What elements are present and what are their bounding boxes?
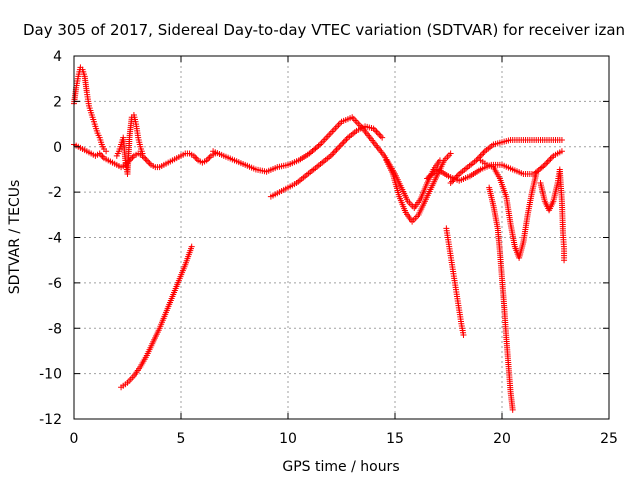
data-point — [561, 257, 568, 264]
y-tick-label: -10 — [39, 367, 62, 383]
y-tick-label: -12 — [39, 412, 62, 428]
data-point — [558, 136, 565, 143]
series-arc-evening-dip-1 — [383, 150, 454, 225]
data-point — [145, 158, 152, 165]
chart-title: Day 305 of 2017, Sidereal Day-to-day VTE… — [23, 21, 625, 39]
data-point — [376, 131, 383, 138]
data-point — [548, 154, 555, 161]
x-tick-label: 10 — [279, 431, 297, 447]
x-tick-label: 20 — [493, 431, 511, 447]
data-point — [374, 130, 381, 137]
data-point — [479, 151, 486, 158]
y-tick-label: -8 — [48, 321, 62, 337]
series-arc-late-baseline — [447, 136, 565, 187]
data-point — [558, 148, 565, 155]
y-tick-label: 4 — [53, 49, 62, 65]
data-point — [480, 149, 487, 156]
series-arc-linear-rise — [118, 243, 195, 391]
data-point — [543, 160, 550, 167]
series-arc-steep-20 — [486, 184, 516, 413]
series-arc-end — [537, 166, 568, 264]
series-arc-baseline-early — [71, 141, 219, 171]
data-point — [373, 128, 380, 135]
data-point — [343, 136, 350, 143]
data-points — [71, 64, 568, 413]
data-point — [332, 148, 339, 155]
data-point — [547, 155, 554, 162]
data-point — [337, 142, 344, 149]
x-axis-label: GPS time / hours — [282, 459, 399, 475]
data-point — [143, 157, 150, 164]
data-point — [98, 152, 105, 159]
data-point — [333, 146, 340, 153]
data-point — [142, 155, 149, 162]
data-point — [477, 152, 484, 159]
data-point — [460, 332, 467, 339]
data-point — [103, 148, 110, 155]
data-point — [340, 139, 347, 146]
data-point — [336, 143, 343, 150]
data-point — [192, 154, 199, 161]
series-arc-late-dip — [477, 157, 540, 261]
series-arc-bump-2-5 — [113, 111, 146, 177]
data-point — [544, 158, 551, 165]
series-arc-low-cross — [267, 123, 386, 200]
data-point — [330, 149, 337, 156]
y-axis-label: SDTVAR / TECUs — [7, 180, 23, 295]
data-point — [509, 406, 516, 413]
x-tick-label: 25 — [600, 431, 618, 447]
data-point — [447, 150, 454, 157]
series-arc-steep-17 — [443, 225, 467, 339]
axis-ticks: 0 5 10 15 20 25 -12 -10 -8 -6 -4 -2 0 2 4 — [39, 49, 618, 447]
series-arc-midday — [210, 114, 443, 212]
data-point — [140, 154, 147, 161]
x-tick-label: 15 — [386, 431, 404, 447]
data-point — [546, 157, 553, 164]
x-tick-label: 5 — [177, 431, 186, 447]
data-point — [379, 134, 386, 141]
data-point — [329, 151, 336, 158]
series-arc-late-mid — [424, 148, 565, 184]
data-point — [474, 155, 481, 162]
data-point — [377, 133, 384, 140]
data-point — [205, 155, 212, 162]
data-point — [342, 137, 349, 144]
data-point — [188, 243, 195, 250]
x-tick-label: 0 — [70, 431, 79, 447]
grid — [74, 56, 609, 419]
y-tick-label: -4 — [48, 231, 62, 247]
y-tick-label: -6 — [48, 276, 62, 292]
y-tick-label: 0 — [53, 140, 62, 156]
data-point — [339, 140, 346, 147]
series-arc-early-spike — [71, 64, 110, 155]
data-point — [476, 154, 483, 161]
data-point — [334, 145, 341, 152]
y-tick-label: -2 — [48, 185, 62, 201]
data-point — [139, 150, 146, 157]
y-tick-label: 2 — [53, 94, 62, 110]
data-point — [206, 154, 213, 161]
data-point — [146, 160, 153, 167]
data-point — [193, 155, 200, 162]
